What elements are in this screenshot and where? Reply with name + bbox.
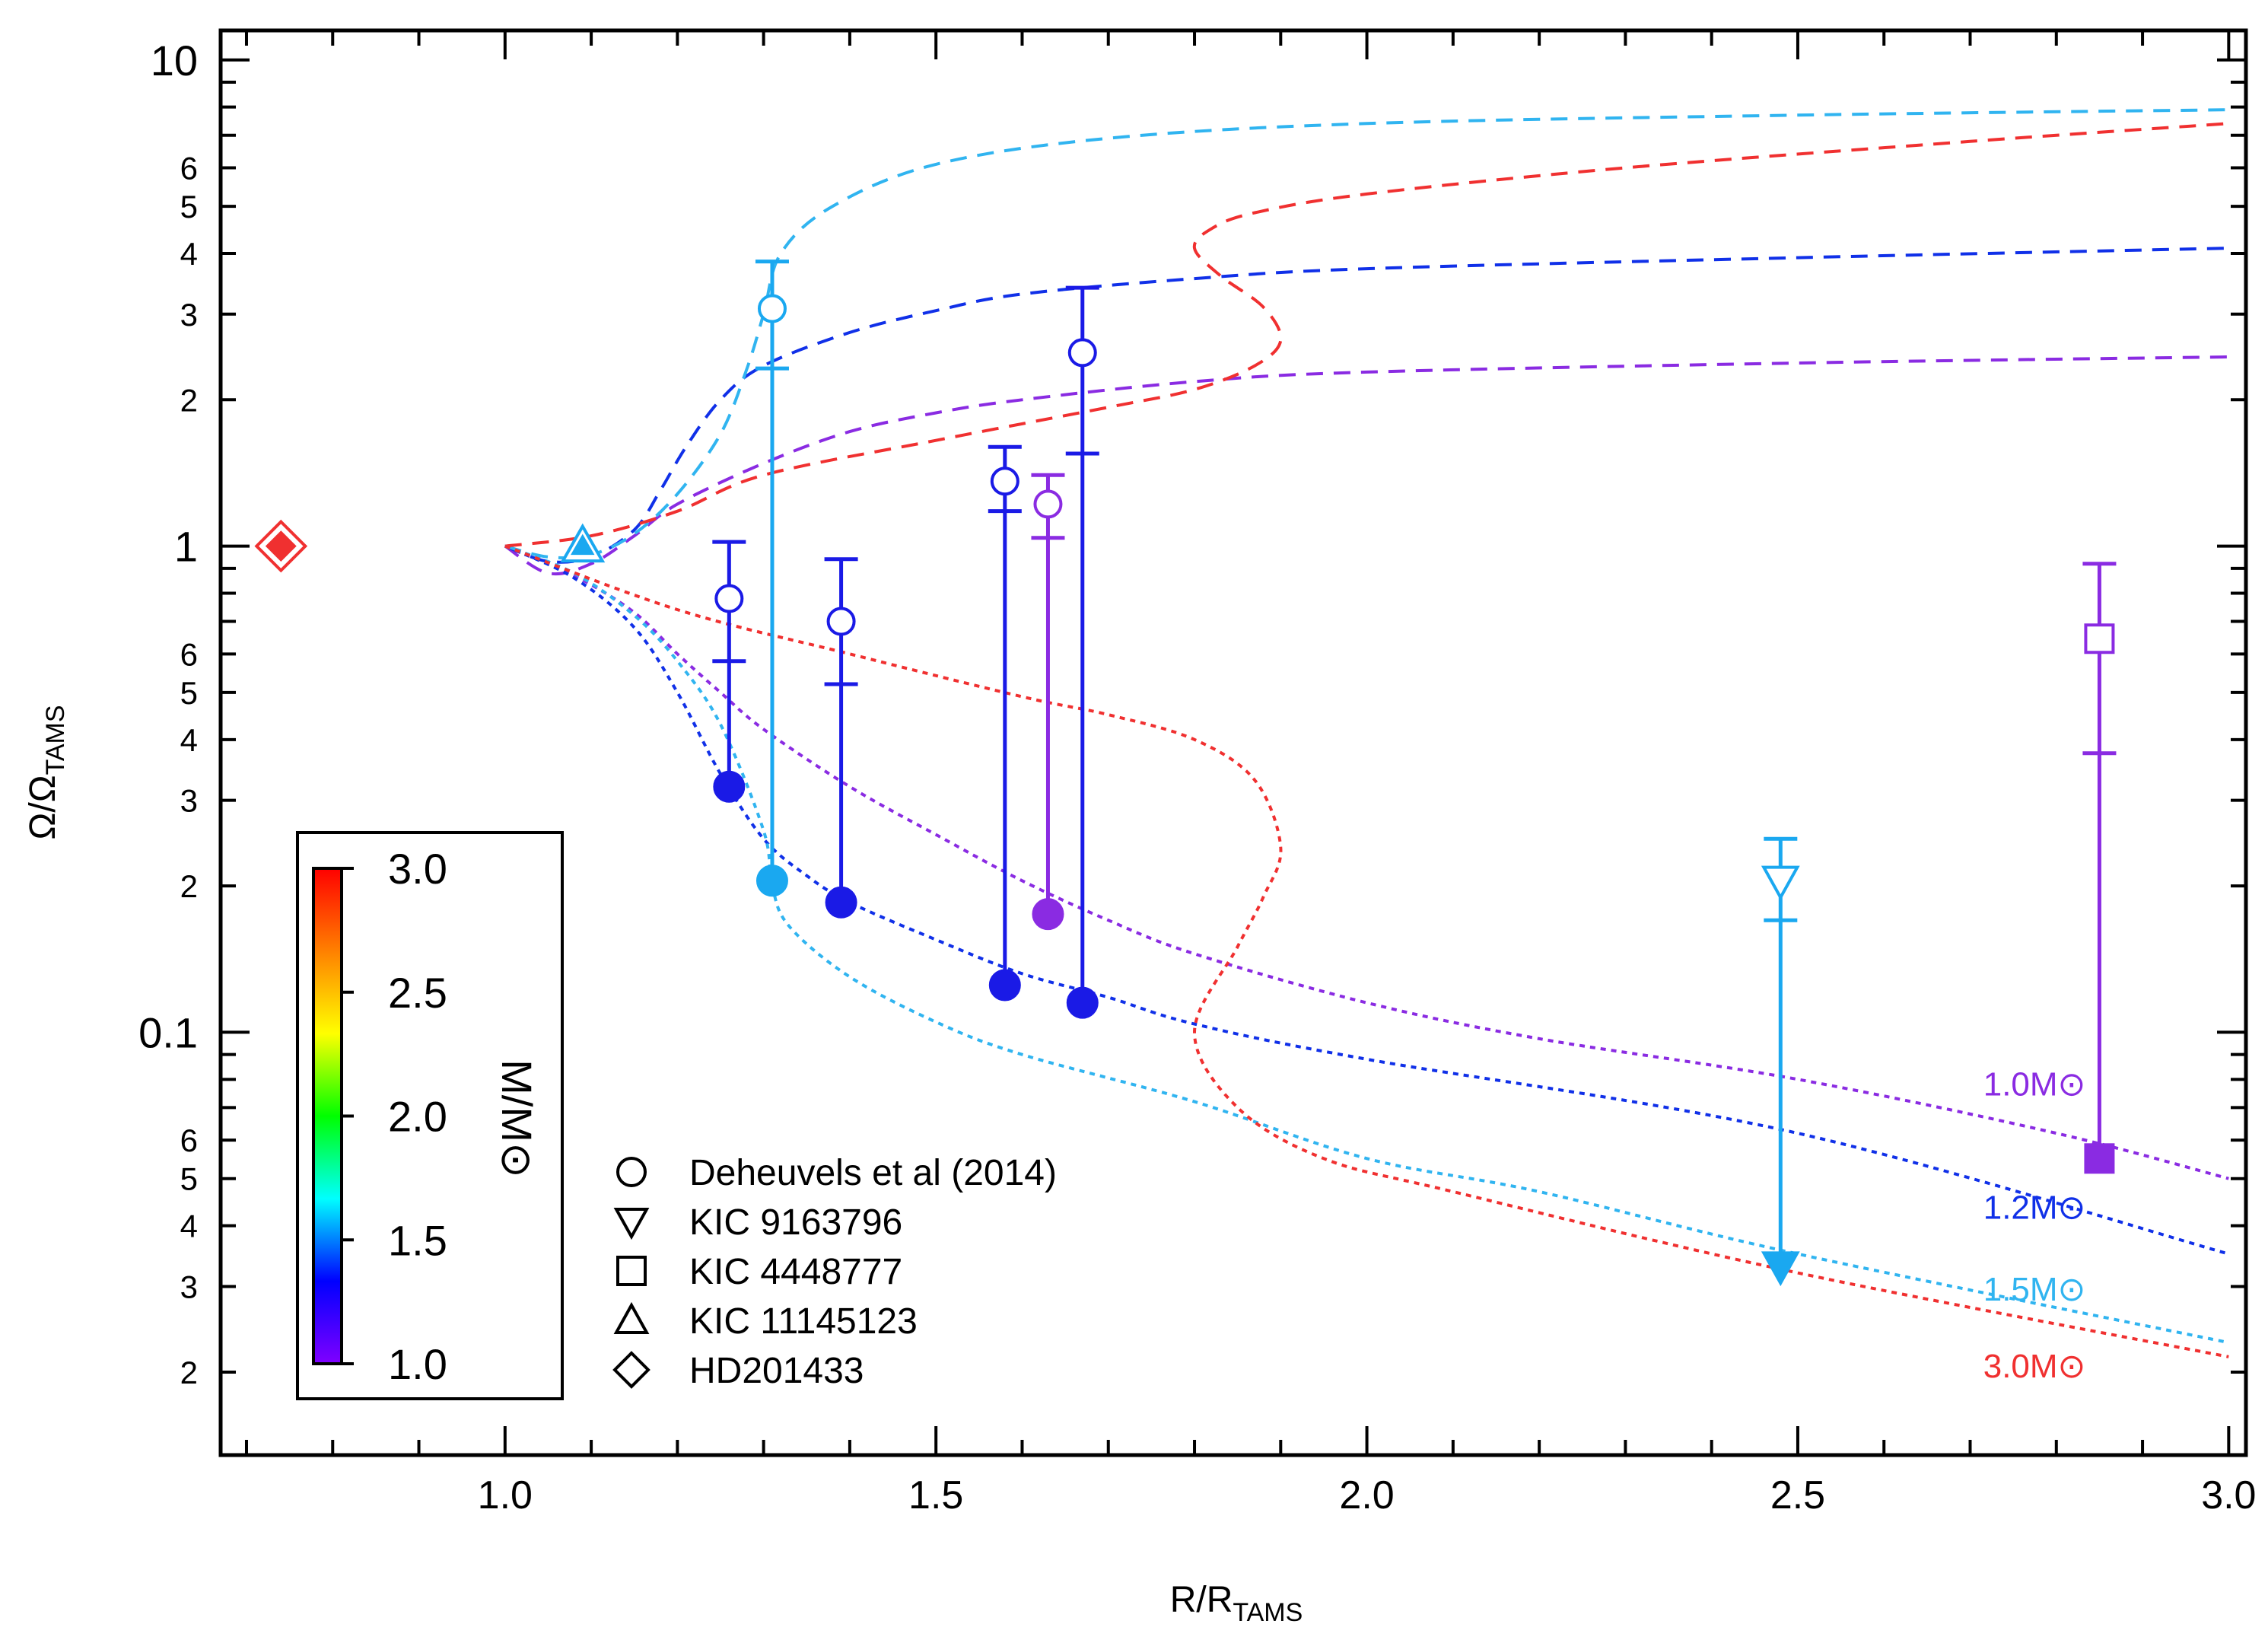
y-tick-minor-label: 5 [180, 189, 198, 225]
series-line-dashed-1-5msun [504, 108, 2229, 560]
marker-triangle-down-open [1761, 865, 1800, 901]
x-tick-label: 3.0 [2201, 1473, 2256, 1517]
error-bars [712, 260, 2117, 1267]
x-axis-label-main: R/R [1170, 1580, 1233, 1620]
legend-entry: KIC 4448777 [616, 1252, 902, 1292]
x-axis-label-subscript: TAMS [1233, 1598, 1303, 1627]
error-bar [1764, 836, 1798, 1267]
series-line-dotted-3msun [504, 544, 2229, 1358]
marker-circle-open [826, 607, 856, 636]
series-line-dotted-1-2msun [504, 544, 2229, 1256]
y-tick-minor-label: 4 [180, 236, 198, 272]
marker-circle-open [990, 467, 1019, 496]
marker-circle-open [1067, 338, 1097, 368]
y-tick-label: 1 [174, 523, 198, 571]
legend-entry: KIC 9163796 [613, 1202, 902, 1243]
x-tick-label: 2.0 [1339, 1473, 1394, 1517]
y-tick-minor-label: 3 [180, 297, 198, 333]
error-bar [1031, 473, 1065, 915]
mass-label: 1.0M⊙ [1983, 1065, 2086, 1103]
y-tick-minor-label: 6 [180, 1123, 198, 1158]
legend-label: KIC 11145123 [689, 1301, 918, 1342]
mass-labels: 1.0M⊙ 1.2M⊙ 1.5M⊙ 3.0M⊙ [1983, 1065, 2086, 1385]
marker-circle-filled [988, 969, 1021, 1002]
marker-square-open [2084, 623, 2115, 654]
y-tick-minor-label: 2 [180, 1355, 198, 1390]
y-tick-minor-label: 4 [180, 1209, 198, 1244]
plot-frame [218, 28, 2248, 1457]
x-tick-label: 1.0 [478, 1473, 533, 1517]
error-bar [988, 444, 1022, 986]
legend-label: Deheuvels et al (2014) [689, 1153, 1057, 1193]
y-tick-label: 10 [151, 37, 198, 84]
legend-entry: Deheuvels et al (2014) [616, 1153, 1057, 1193]
x-tick-label: 2.5 [1770, 1473, 1825, 1517]
marker-circle-filled [1032, 898, 1064, 931]
colorbar-gradient [312, 867, 343, 1365]
marker-diamond-inner [265, 530, 297, 562]
y-axis-label: Ω/ΩTAMS [23, 705, 70, 839]
y-tick-label: 0.1 [138, 1008, 198, 1056]
legend-entry: KIC 11145123 [613, 1301, 918, 1342]
y-tick-minor-label: 2 [180, 382, 198, 418]
marker-circle-filled [713, 770, 746, 803]
marker-circle-filled [1066, 986, 1099, 1019]
mass-label: 1.2M⊙ [1983, 1189, 2086, 1226]
colorbar-title: M/M⊙ [493, 1059, 541, 1178]
marker-circle-filled [825, 886, 857, 919]
colorbar-tick-label: 1.0 [388, 1340, 447, 1388]
marker-triangle-down-filled [1761, 1251, 1800, 1287]
marker-circle-filled [755, 865, 788, 897]
legend-symbol-diamond [612, 1351, 650, 1389]
legend-symbol-circle [616, 1157, 647, 1187]
y-axis-label-main: Ω/Ω [23, 775, 63, 839]
colorbar-tick-label: 2.5 [388, 969, 447, 1017]
colorbar-tick-label: 2.0 [388, 1093, 447, 1141]
data-markers [254, 294, 2115, 1287]
colorbar-tick-label: 3.0 [388, 845, 447, 893]
legend-entry: HD201433 [612, 1351, 864, 1391]
legend-symbol-triangle-up [613, 1301, 650, 1334]
marker-circle-open [757, 294, 787, 323]
marker-square-filled [2084, 1143, 2115, 1174]
mass-label: 3.0M⊙ [1983, 1348, 2086, 1385]
series-line-dashed-3msun [504, 122, 2229, 548]
colorbar: 3.0 2.5 2.0 1.5 1.0 M/M⊙ [296, 831, 564, 1400]
y-tick-minor-label: 5 [180, 1161, 198, 1197]
legend-symbol-triangle-down [613, 1208, 650, 1240]
legend-label: KIC 4448777 [689, 1252, 902, 1292]
y-axis-label-subscript: TAMS [41, 705, 70, 775]
error-bar [712, 540, 746, 787]
mass-label: 1.5M⊙ [1983, 1271, 2086, 1308]
model-curves [504, 108, 2229, 1358]
error-bar [2082, 562, 2117, 1159]
x-tick-label: 1.5 [908, 1473, 963, 1517]
y-tick-minor-label: 6 [180, 150, 198, 186]
y-tick-minor-label: 2 [180, 868, 198, 904]
marker-triangle-up-inner [571, 533, 595, 556]
error-bar [1065, 285, 1099, 1003]
y-tick-minor-label: 6 [180, 636, 198, 672]
y-tick-minor-label: 5 [180, 675, 198, 711]
series-line-dashed-1-2msun [504, 247, 2229, 564]
series-line-dotted-1-5msun [504, 544, 2229, 1345]
y-tick-minor-label: 3 [180, 1269, 198, 1304]
marker-circle-open [714, 584, 744, 613]
x-axis-label: R/RTAMS [1170, 1580, 1303, 1627]
legend-label: HD201433 [689, 1351, 864, 1391]
legend-symbol-square [616, 1256, 647, 1286]
legend: Deheuvels et al (2014) KIC 9163796 KIC 444… [612, 1153, 1057, 1391]
marker-circle-open [1033, 489, 1063, 519]
legend-label: KIC 9163796 [689, 1202, 902, 1243]
series-line-dotted-1msun [504, 544, 2229, 1180]
y-tick-minor-label: 3 [180, 783, 198, 819]
series-line-dashed-1msun [504, 355, 2229, 575]
colorbar-tick-label: 1.5 [388, 1216, 447, 1264]
y-tick-minor-label: 4 [180, 722, 198, 758]
error-bar [755, 260, 789, 881]
